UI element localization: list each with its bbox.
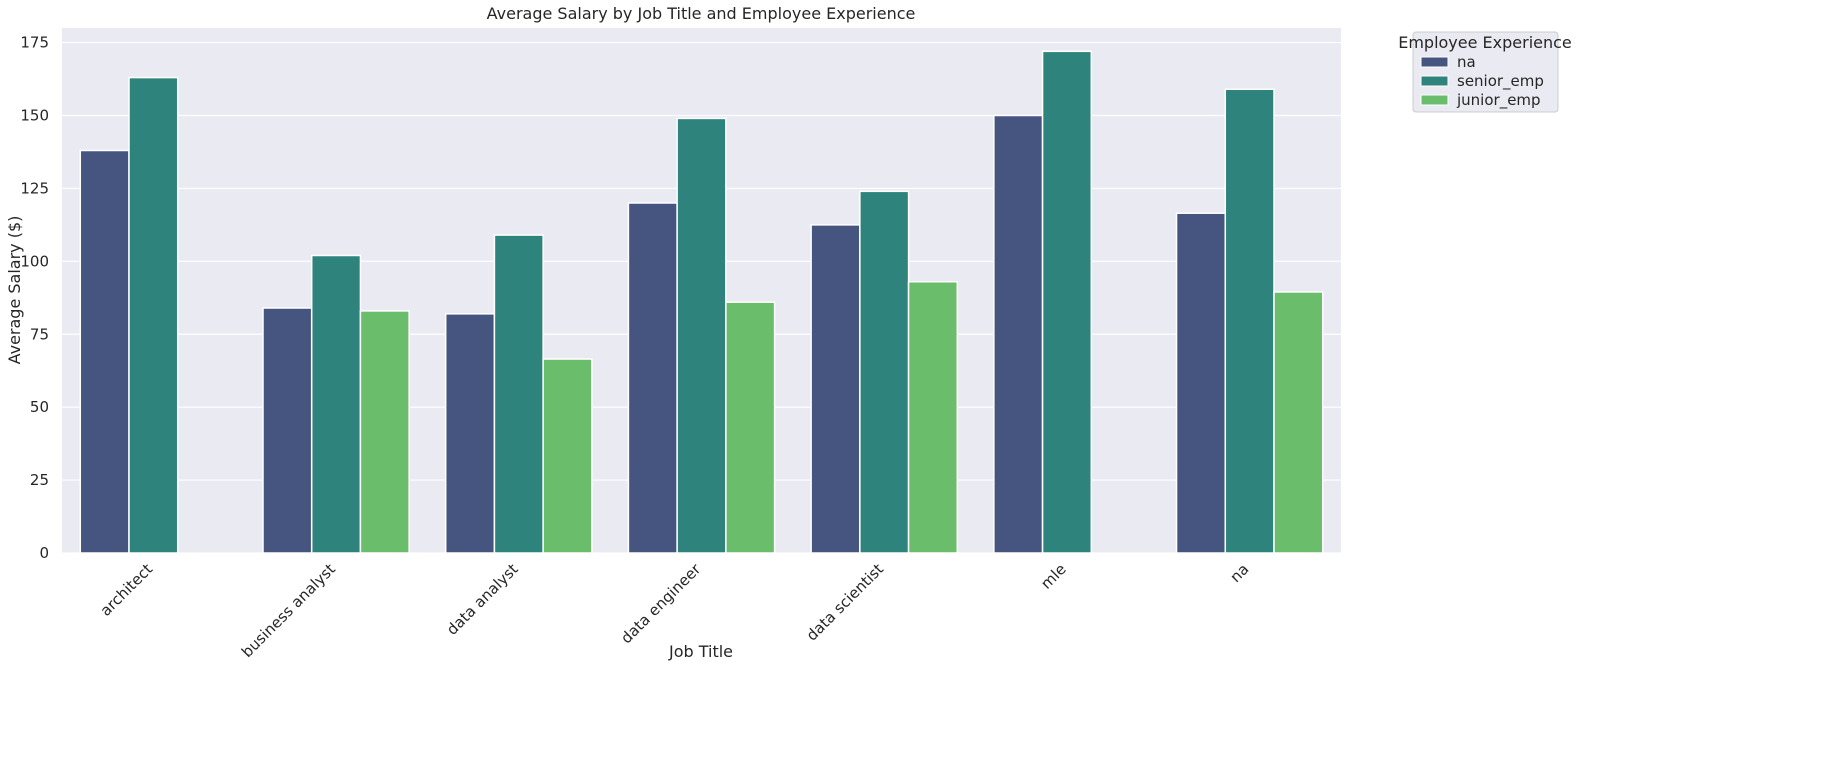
y-tick-label: 75 <box>30 325 49 343</box>
bar-senior_emp-data-engineer <box>676 117 727 554</box>
legend-swatch <box>1420 56 1449 68</box>
legend-label: senior_emp <box>1457 72 1544 91</box>
legend-box <box>1412 31 1559 113</box>
x-tick-label: data analyst <box>443 560 522 639</box>
bar-na-data-scientist <box>810 224 861 554</box>
bar-na-na <box>1175 212 1227 554</box>
x-tick-label: mle <box>1037 560 1070 593</box>
bar-na-data-analyst <box>444 313 496 554</box>
bar-senior_emp-business-analyst <box>310 254 362 554</box>
legend: Employee Experience nasenior_empjunior_e… <box>1398 31 1572 113</box>
y-tick-label: 150 <box>20 107 49 125</box>
legend-title: Employee Experience <box>1398 33 1572 52</box>
bar-na-business-analyst <box>262 307 313 554</box>
bar-senior_emp-na <box>1224 88 1275 554</box>
x-axis-title: Job Title <box>668 642 733 661</box>
x-tick-label: data engineer <box>617 560 705 648</box>
bar-junior_emp-data-engineer <box>725 301 776 554</box>
y-tick-label: 50 <box>30 398 49 416</box>
legend-swatch <box>1420 94 1449 106</box>
y-tick-label: 125 <box>20 179 49 197</box>
y-tick-label: 0 <box>39 544 49 562</box>
bar-senior_emp-mle <box>1041 50 1093 554</box>
x-tick-label: na <box>1227 560 1253 586</box>
bar-junior_emp-business-analyst <box>359 310 410 554</box>
y-tick-label: 175 <box>20 34 49 52</box>
bar-na-mle <box>993 114 1044 554</box>
bar-senior_emp-data-scientist <box>859 190 910 554</box>
y-tick-label: 25 <box>30 471 49 489</box>
bar-junior_emp-na <box>1273 291 1324 554</box>
chart-title: Average Salary by Job Title and Employee… <box>487 4 916 23</box>
bar-junior_emp-data-scientist <box>907 281 959 554</box>
x-tick-label: architect <box>97 560 157 620</box>
bar-senior_emp-architect <box>128 76 179 554</box>
bar-na-architect <box>79 149 130 554</box>
y-tick-labels: 0 25 50 75 100 125 150 175 <box>20 34 49 562</box>
bar-junior_emp-data-analyst <box>542 358 593 554</box>
legend-label: junior_emp <box>1456 91 1541 110</box>
bars <box>79 50 1324 554</box>
legend-swatch <box>1420 75 1449 87</box>
y-tick-label: 100 <box>20 252 49 270</box>
x-tick-label: data scientist <box>803 560 887 644</box>
x-tick-label: business analyst <box>238 560 339 661</box>
y-axis-title: Average Salary ($) <box>5 216 24 365</box>
bar-senior_emp-data-analyst <box>493 234 544 554</box>
bar-na-data-engineer <box>627 202 678 554</box>
legend-label: na <box>1457 53 1476 71</box>
